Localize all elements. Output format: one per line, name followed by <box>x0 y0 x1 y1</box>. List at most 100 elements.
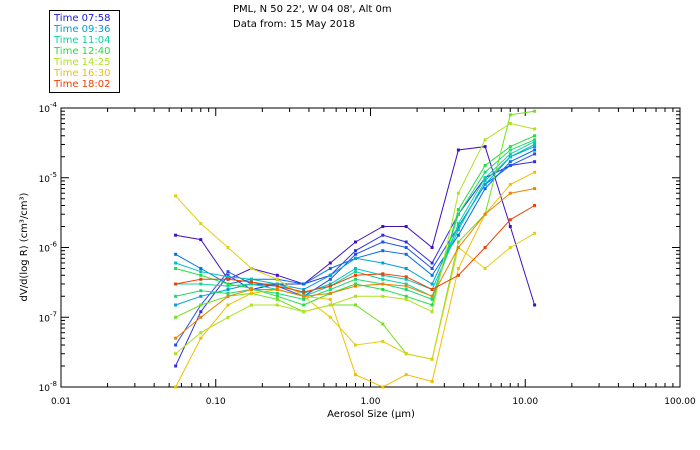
series-point <box>226 282 230 286</box>
series-point <box>199 331 203 335</box>
series-point <box>199 336 203 340</box>
series-point <box>508 148 512 152</box>
series-point <box>430 288 434 291</box>
legend-entry-1425: Time 14:25 <box>54 57 111 68</box>
series-point <box>275 303 279 307</box>
series-point <box>456 148 460 152</box>
series-point <box>354 249 357 253</box>
series-point <box>533 145 537 149</box>
series-point <box>430 380 434 383</box>
series-point <box>533 127 537 131</box>
series-point <box>275 284 279 288</box>
series-line <box>175 161 535 367</box>
series-point <box>533 187 537 191</box>
y-tick-label: 10-7 <box>39 310 57 324</box>
series-point <box>381 249 385 253</box>
legend-entry-1104: Time 11:04 <box>54 35 111 46</box>
series-point <box>404 240 408 244</box>
series-point <box>381 288 385 291</box>
series-point <box>430 297 434 301</box>
series-point <box>404 246 408 249</box>
series-point <box>174 336 178 340</box>
series-point <box>199 289 203 293</box>
legend-entry-1240: Time 12:40 <box>54 46 111 57</box>
series-line <box>175 188 535 339</box>
series-line <box>175 122 535 355</box>
series-point <box>249 280 253 284</box>
series-point <box>174 294 178 298</box>
date-line: Data from: 15 May 2018 <box>233 19 356 30</box>
series-point <box>430 282 434 286</box>
series-point <box>430 246 434 249</box>
series-point <box>302 297 306 301</box>
location-title: PML, N 50 22', W 04 08', Alt 0m <box>233 4 392 15</box>
legend-entry-0758: Time 07:58 <box>54 13 111 24</box>
y-tick-label: 10-4 <box>39 101 58 115</box>
legend-entry-1630: Time 16:30 <box>54 68 111 79</box>
series-point <box>249 282 253 286</box>
series-point <box>430 294 434 298</box>
series-point <box>328 291 332 295</box>
series-point <box>328 315 332 319</box>
series-point <box>404 288 408 291</box>
series-point <box>328 297 332 301</box>
series-point <box>508 155 512 159</box>
series-point <box>508 113 512 117</box>
x-tick-label: 10.00 <box>512 397 538 407</box>
series-point <box>302 303 306 307</box>
series-point <box>226 277 230 281</box>
legend: Time 07:58 Time 09:36 Time 11:04 Time 12… <box>49 10 120 93</box>
series-point <box>404 252 408 256</box>
series-point <box>508 246 512 249</box>
series-point <box>508 152 512 156</box>
x-tick-label: 1.00 <box>360 397 380 407</box>
series-point <box>533 140 537 144</box>
series-point <box>275 277 279 281</box>
series-point <box>483 246 487 249</box>
series-point <box>508 164 512 167</box>
x-tick-label: 100.00 <box>664 397 696 407</box>
legend-entry-1802: Time 18:02 <box>54 79 111 90</box>
series-point <box>533 231 537 235</box>
series-point <box>483 170 487 174</box>
series-point <box>430 267 434 270</box>
series-point <box>533 152 537 156</box>
series-point <box>508 225 512 228</box>
series-point <box>226 291 230 295</box>
series-point <box>483 138 487 142</box>
series-point <box>456 212 460 216</box>
series-point <box>249 303 253 307</box>
series-point <box>354 303 357 307</box>
series-point <box>328 284 332 288</box>
series-layer <box>174 109 537 389</box>
series-point <box>430 303 434 307</box>
series-point <box>302 282 306 286</box>
series-point <box>533 109 537 113</box>
series-point <box>508 218 512 222</box>
series-point <box>199 315 203 319</box>
series-point <box>354 240 357 244</box>
series-point <box>483 164 487 167</box>
series-point <box>174 267 178 270</box>
series-point <box>483 267 487 270</box>
series-point <box>533 138 537 142</box>
x-tick-label: 0.01 <box>51 397 71 407</box>
series-point <box>404 284 408 288</box>
series-point <box>226 294 230 298</box>
series-point <box>456 222 460 226</box>
series-point <box>533 134 537 138</box>
series-point <box>456 225 460 228</box>
series-point <box>456 228 460 232</box>
series-point <box>174 385 178 389</box>
series-point <box>226 303 230 307</box>
series-line <box>175 149 535 285</box>
series-point <box>508 122 512 125</box>
series-point <box>249 288 253 291</box>
legend-entry-0936: Time 09:36 <box>54 24 111 35</box>
series-point <box>199 294 203 298</box>
series-point <box>404 294 408 298</box>
series-point <box>174 261 178 265</box>
series-point <box>381 385 385 389</box>
x-axis: 0.01 0.10 1.00 10.00 100.00 <box>51 108 696 407</box>
series-point <box>404 282 408 286</box>
